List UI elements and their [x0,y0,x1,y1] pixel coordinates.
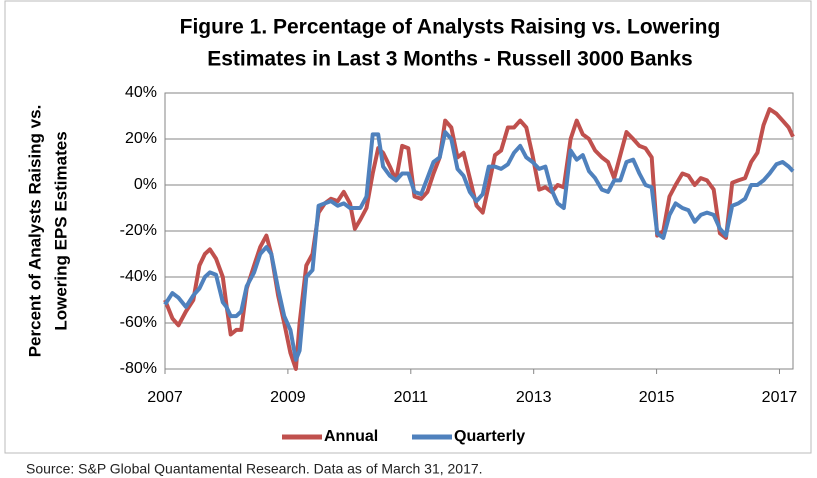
y-axis-label: Percent of Analysts Raising vs. [25,105,44,358]
legend-label: Quarterly [454,428,525,445]
chart-title: Estimates in Last 3 Months - Russell 300… [207,48,693,71]
y-tick-label: -60% [120,314,157,331]
y-tick-label: -80% [120,360,157,377]
x-tick-label: 2015 [639,389,675,406]
chart-title: Figure 1. Percentage of Analysts Raising… [180,16,721,39]
x-tick-label: 2009 [270,389,306,406]
legend-label: Annual [324,428,378,445]
y-tick-label: 0% [134,176,157,193]
y-tick-label: 40% [125,84,157,101]
y-tick-label: 20% [125,130,157,147]
y-tick-label: -20% [120,222,157,239]
data-line [163,107,795,371]
source-note: Source: S&P Global Quantamental Research… [26,461,483,477]
x-tick-label: 2011 [394,389,429,406]
x-tick-label: 2013 [516,389,552,406]
y-axis-label: Lowering EPS Estimates [51,131,70,330]
chart-frame [4,0,812,454]
plot-frame [164,92,794,370]
x-tick-label: 2007 [147,389,183,406]
data-line [163,130,795,362]
y-tick-label: -40% [120,268,157,285]
x-tick-label: 2017 [762,389,798,406]
